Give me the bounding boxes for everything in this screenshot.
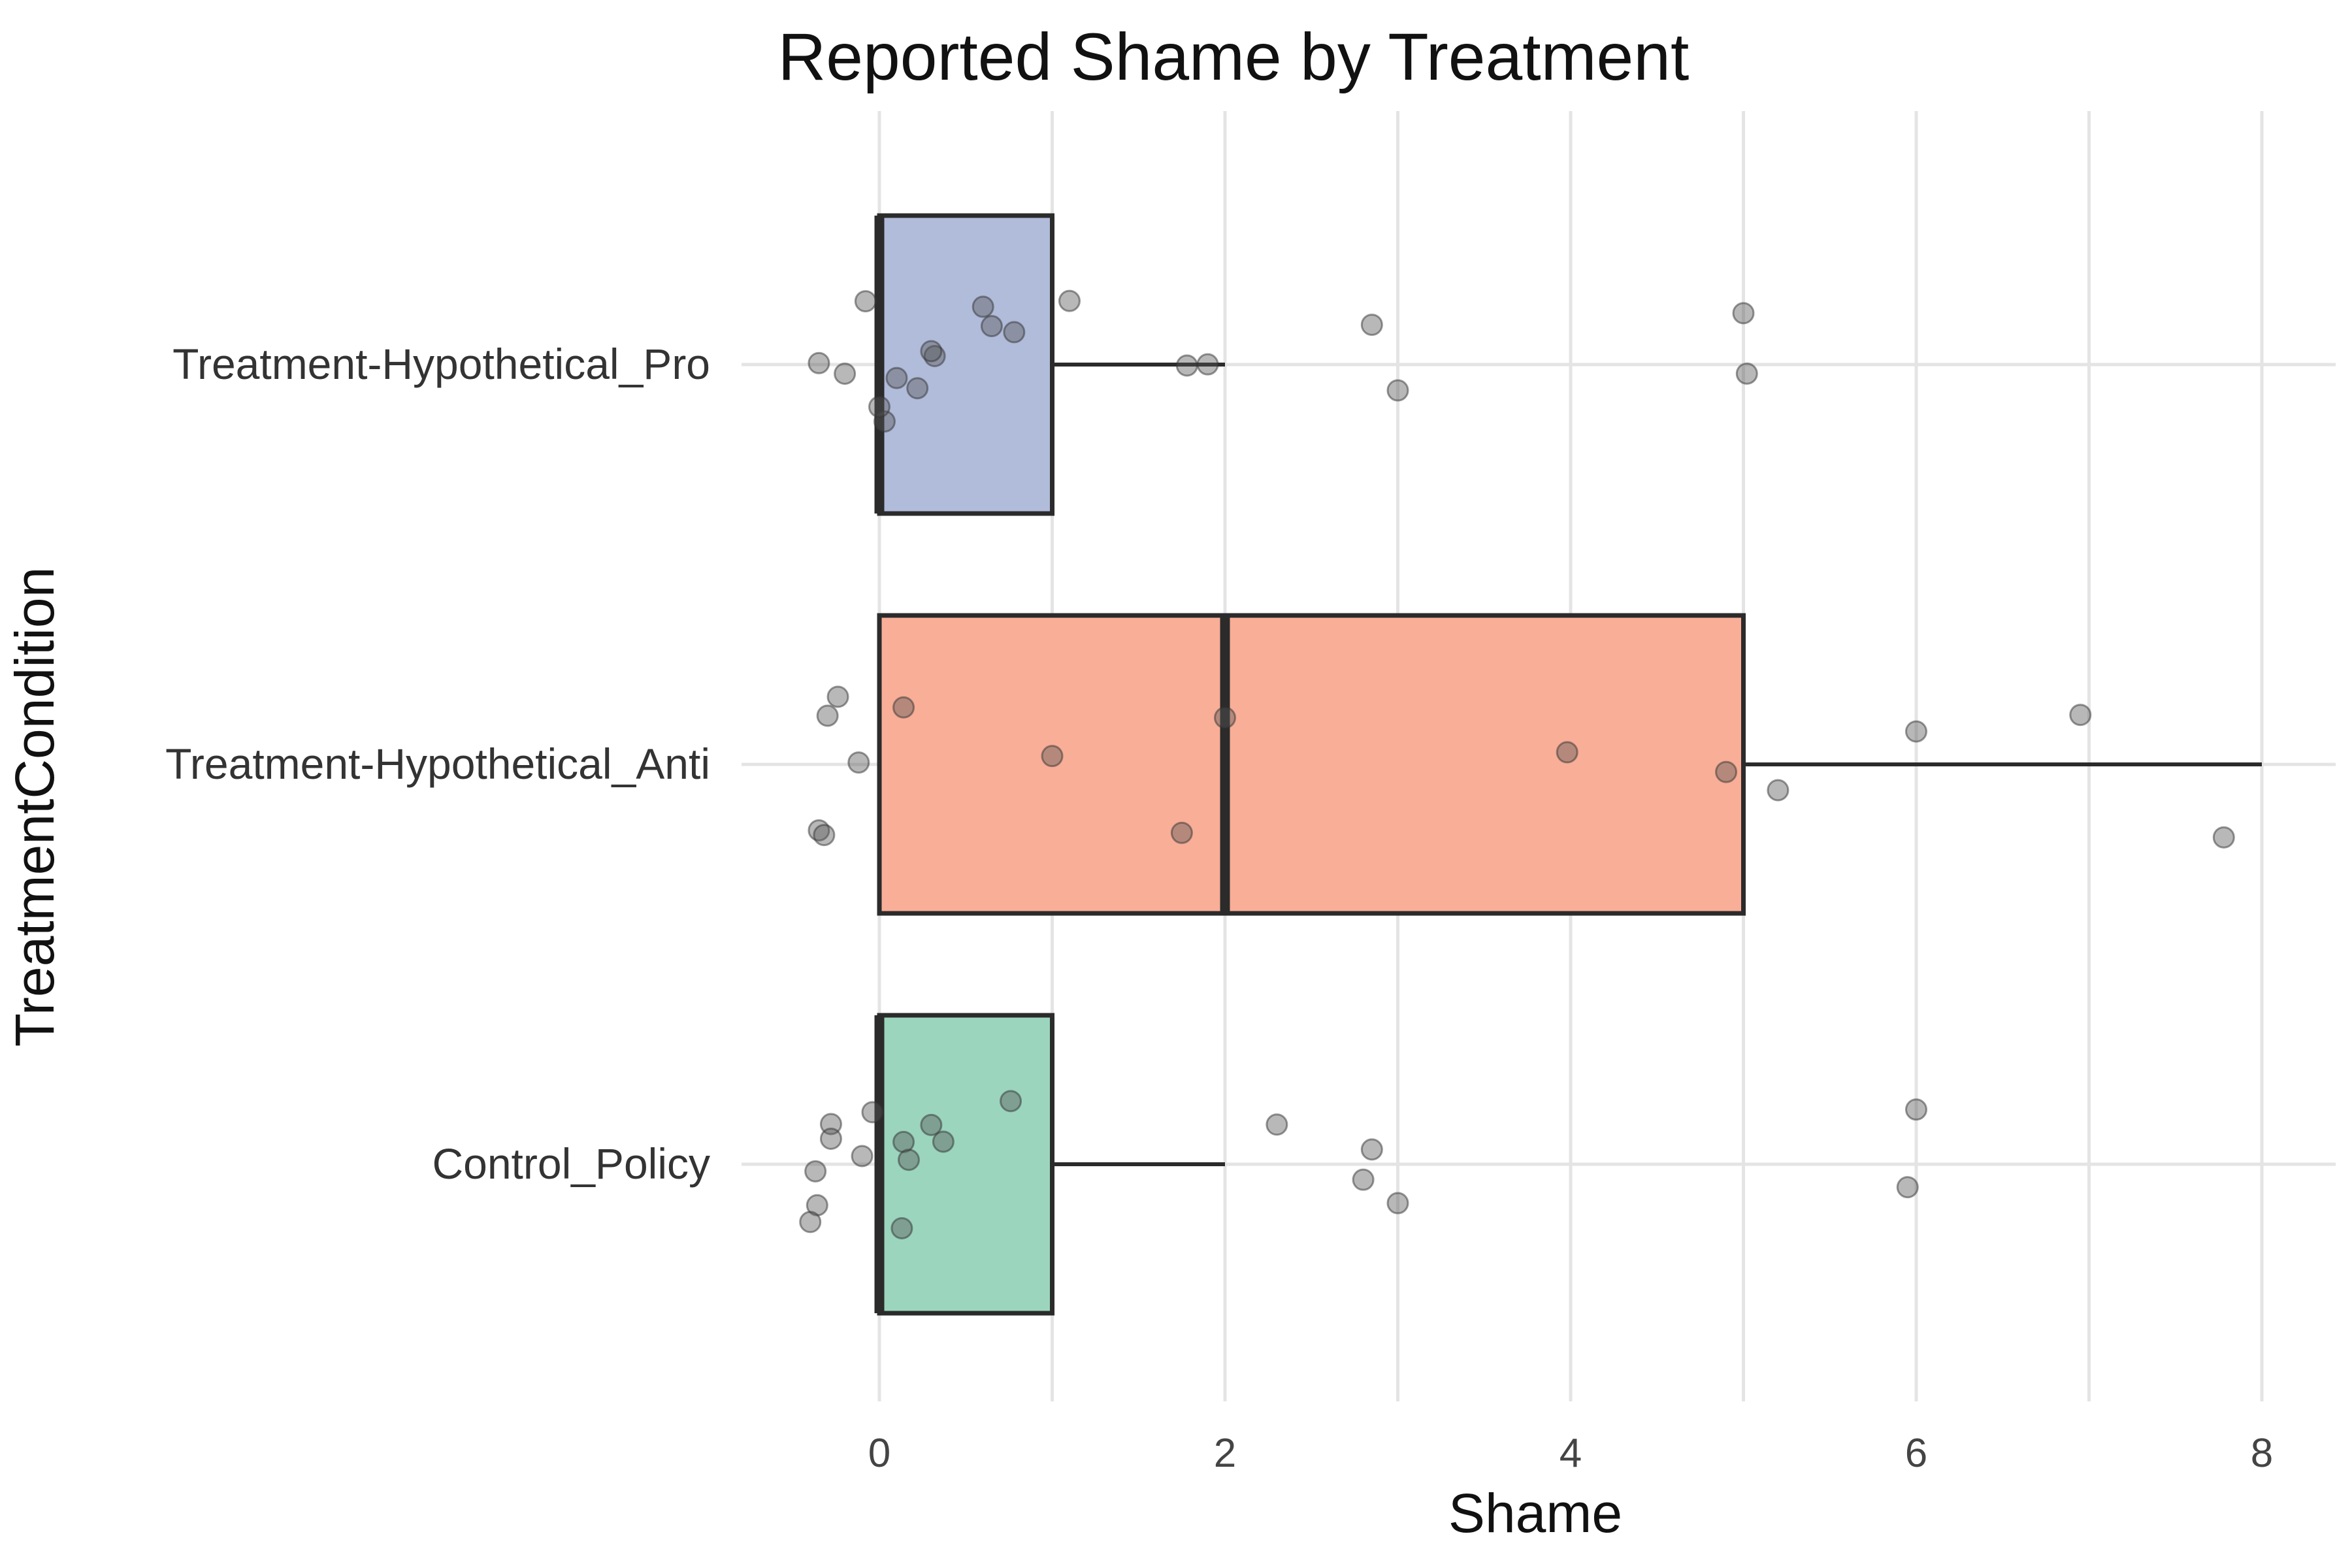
data-point <box>1000 1090 1022 1113</box>
data-point <box>854 290 877 313</box>
data-point <box>1896 1176 1919 1199</box>
data-point <box>1732 302 1755 325</box>
data-point <box>816 704 839 727</box>
data-point <box>1767 779 1789 802</box>
point-layer <box>799 289 2235 1240</box>
data-point <box>1556 741 1578 764</box>
data-point <box>847 751 870 774</box>
data-point <box>1715 760 1738 783</box>
data-point <box>972 295 994 318</box>
x-tick-label: 0 <box>868 1431 890 1476</box>
data-point <box>2212 826 2235 849</box>
data-point <box>920 1113 943 1136</box>
data-point <box>1196 353 1219 376</box>
data-point <box>1905 1098 1927 1121</box>
data-point <box>920 340 943 363</box>
x-tick-label: 6 <box>1905 1431 1927 1476</box>
data-point <box>1003 321 1026 344</box>
y-category-label: Treatment-Hypothetical_Anti <box>165 740 710 788</box>
data-point <box>1175 354 1198 377</box>
data-point <box>808 351 830 374</box>
data-point <box>804 1160 827 1183</box>
data-point <box>834 362 857 385</box>
x-axis-title: Shame <box>1448 1482 1622 1544</box>
y-category-label: Control_Policy <box>432 1139 710 1188</box>
x-tick-label: 8 <box>2251 1431 2273 1476</box>
x-tick-label: 2 <box>1214 1431 1236 1476</box>
data-point <box>1214 706 1236 729</box>
data-point <box>906 377 929 400</box>
box-rect <box>877 613 1746 916</box>
data-point <box>1352 1168 1375 1191</box>
data-point <box>851 1145 874 1168</box>
label-layer: 0 2 4 6 8 Treatment-Hypothetical_Pro Treatment… <box>165 340 2273 1476</box>
data-point <box>932 1130 955 1153</box>
data-point <box>819 1127 842 1150</box>
chart-title: Reported Shame by Treatment <box>778 20 1690 94</box>
data-point <box>799 1211 822 1233</box>
data-point <box>892 696 915 719</box>
y-category-label: Treatment-Hypothetical_Pro <box>172 340 710 388</box>
data-point <box>868 395 890 418</box>
data-point <box>1735 362 1758 385</box>
data-point <box>861 1101 884 1124</box>
data-point <box>1905 720 1927 743</box>
data-point <box>1170 821 1193 844</box>
data-point <box>1360 1138 1383 1161</box>
box-layer <box>874 213 2262 1316</box>
data-point <box>980 315 1003 338</box>
x-tick-label: 4 <box>1560 1431 1582 1476</box>
data-point <box>1360 314 1383 336</box>
data-point <box>813 824 836 847</box>
data-point <box>1266 1113 1288 1136</box>
data-point <box>890 1217 913 1240</box>
data-point <box>897 1149 920 1171</box>
data-point <box>826 685 849 708</box>
data-point <box>2069 704 2092 727</box>
data-point <box>1041 745 1064 768</box>
data-point <box>885 367 908 389</box>
box-rect <box>877 213 1054 516</box>
data-point <box>1386 379 1409 402</box>
data-point <box>1386 1192 1409 1215</box>
y-axis-title: TreatmentCondition <box>4 567 65 1047</box>
data-point <box>1058 289 1081 312</box>
